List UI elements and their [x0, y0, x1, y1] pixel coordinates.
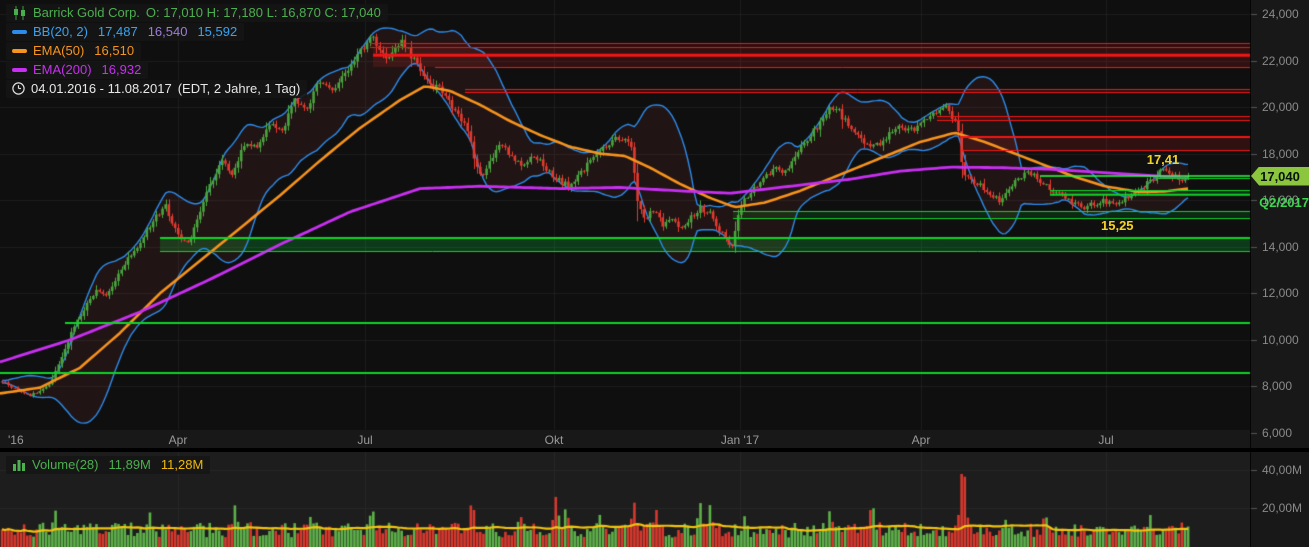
- volume-current-value: 11,28M: [160, 457, 204, 472]
- volume-axis-tick: 40,00M: [1262, 463, 1303, 477]
- price-axis-tick: 20,000: [1262, 100, 1299, 115]
- symbol-legend[interactable]: Barrick Gold Corp. O: 17,010 H: 17,180 L…: [6, 4, 388, 22]
- ema50-color-dash-icon: [12, 48, 27, 53]
- price-axis-tick: 24,000: [1262, 7, 1299, 21]
- candlestick-icon: [14, 5, 25, 20]
- chart-annotation: Q2/2017: [1259, 195, 1309, 210]
- current-price-tag: 17,040: [1251, 166, 1309, 186]
- volume-legend[interactable]: Volume(28) 11,89M 11,28M: [6, 456, 211, 474]
- bb-legend[interactable]: BB(20, 2) 17,487 16,540 15,592: [6, 23, 245, 41]
- bb-label: BB(20, 2): [33, 24, 88, 39]
- date-range: 04.01.2016 - 11.08.2017: [31, 81, 172, 96]
- time-axis-tick: Jul: [357, 433, 373, 447]
- date-range-legend[interactable]: 04.01.2016 - 11.08.2017 (EDT, 2 Jahre, 1…: [6, 80, 308, 98]
- volume-axis-tick: 20,00M: [1262, 501, 1303, 515]
- time-axis-tick: Jul: [1098, 433, 1114, 447]
- time-axis-tick: Apr: [911, 433, 931, 447]
- time-axis-tick: Apr: [168, 433, 188, 447]
- price-axis-tick: 12,000: [1262, 286, 1299, 301]
- price-axis-tick: 22,000: [1262, 53, 1299, 68]
- chart-annotation: 15,25: [1101, 218, 1134, 233]
- ema200-legend[interactable]: EMA(200) 16,932: [6, 61, 149, 79]
- price-axis-tick: 14,000: [1262, 239, 1299, 254]
- bb-upper-value: 17,487: [97, 24, 138, 39]
- volume-ma-value: 11,89M: [108, 457, 151, 472]
- bb-color-dash-icon: [12, 29, 27, 34]
- ema200-label: EMA(200): [33, 62, 92, 77]
- time-axis-tick: Okt: [544, 433, 564, 447]
- ema200-color-dash-icon: [12, 67, 27, 72]
- price-axis-tick: 18,000: [1262, 146, 1299, 161]
- ema50-label: EMA(50): [33, 43, 85, 58]
- price-axis-tick: 16,000: [1262, 193, 1299, 208]
- time-axis-tick: Jan '17: [720, 433, 760, 447]
- price-axis-tick: 6,000: [1262, 426, 1293, 440]
- symbol-title: Barrick Gold Corp.: [33, 5, 140, 20]
- date-range-info: (EDT, 2 Jahre, 1 Tag): [177, 81, 301, 96]
- clock-icon: [12, 82, 25, 95]
- time-axis-tick: '16: [8, 433, 24, 447]
- volume-bars-icon: [13, 459, 25, 471]
- ema200-value: 16,932: [101, 62, 142, 77]
- price-axis-tick: 8,000: [1262, 379, 1293, 394]
- volume-label: Volume(28): [32, 457, 99, 472]
- ema50-legend[interactable]: EMA(50) 16,510: [6, 42, 142, 60]
- bb-lower-value: 15,592: [197, 24, 238, 39]
- ema50-value: 16,510: [94, 43, 135, 58]
- bb-middle-value: 16,540: [147, 24, 188, 39]
- chart-annotation: 17,41: [1146, 152, 1180, 167]
- price-axis-tick: 10,000: [1262, 332, 1299, 347]
- ohlc-values: O: 17,010 H: 17,180 L: 16,870 C: 17,040: [145, 5, 381, 20]
- current-price-value: 17,040: [1260, 168, 1300, 184]
